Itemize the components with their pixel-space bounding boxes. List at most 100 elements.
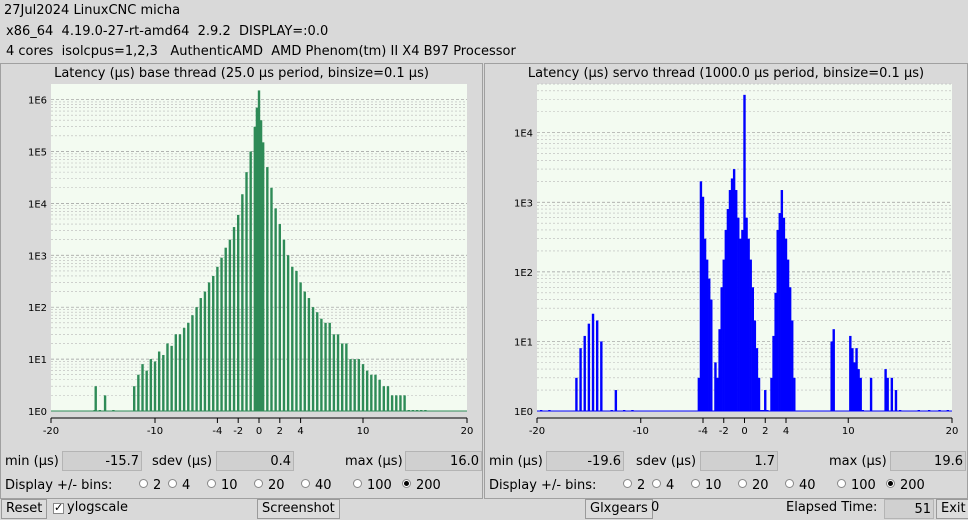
- servo-y-tick-label: 1E3: [514, 198, 533, 209]
- servo-sdev-value: 1.7: [700, 451, 778, 471]
- ylogscale-checkbox[interactable]: [53, 501, 64, 514]
- servo-x-tick-label: -20: [529, 426, 545, 437]
- base-x-tick-label: -10: [147, 426, 163, 437]
- base-histogram-bar: [365, 370, 369, 411]
- base-histogram-bar: [291, 266, 294, 411]
- servo-bins-radio-200[interactable]: [886, 479, 895, 488]
- servo-histogram-bar: [788, 287, 792, 411]
- servo-x-tick-label: 20: [946, 426, 959, 437]
- servo-histogram-bar: [741, 229, 744, 411]
- base-bins-radio-200[interactable]: [402, 479, 411, 488]
- base-histogram-bar: [162, 354, 165, 411]
- servo-histogram-bar: [755, 348, 759, 411]
- base-histogram-bar: [149, 359, 153, 411]
- servo-y-tick-label: 1E0: [514, 407, 533, 418]
- servo-histogram-bar: [890, 377, 894, 411]
- base-histogram-bar: [386, 386, 390, 411]
- base-histogram-bar: [336, 334, 340, 411]
- base-max-value: 16.0: [405, 451, 482, 471]
- servo-bins-radio-10[interactable]: [691, 479, 700, 488]
- base-x-tick-label: 0: [256, 426, 262, 437]
- base-histogram-bar: [199, 298, 202, 411]
- base-histogram-bar: [266, 167, 269, 411]
- base-histogram-bar: [232, 227, 236, 411]
- base-histogram-bar: [166, 343, 169, 411]
- servo-min-value: -19.6: [546, 451, 624, 471]
- base-histogram-bar: [259, 120, 263, 411]
- servo-histogram-bar: [859, 377, 862, 411]
- screenshot-button[interactable]: Screenshot: [257, 499, 340, 519]
- servo-histogram-bar: [716, 377, 719, 411]
- servo-bins-radio-100[interactable]: [837, 479, 846, 488]
- servo-histogram-bar: [735, 190, 738, 411]
- servo-thread-title: Latency (µs) servo thread (1000.0 µs per…: [527, 66, 925, 81]
- base-bins-radio-100[interactable]: [353, 479, 362, 488]
- servo-histogram-bar: [857, 369, 860, 411]
- servo-bins-option-label: 2: [637, 478, 646, 493]
- servo-bins-radio-40[interactable]: [785, 479, 794, 488]
- servo-bins-radio-2[interactable]: [623, 479, 632, 488]
- servo-x-tick-label: -4: [698, 426, 708, 437]
- servo-x-tick-label: 0: [741, 426, 747, 437]
- servo-histogram-bar: [869, 377, 873, 411]
- base-histogram-bar: [170, 345, 173, 411]
- kernel-info-line: x86_64 4.19.0-27-rt-amd64 2.9.2 DISPLAY=…: [6, 24, 329, 39]
- base-bins-radio-4[interactable]: [168, 479, 177, 488]
- base-y-tick-label: 1E2: [28, 303, 47, 314]
- base-histogram-bar: [141, 364, 144, 411]
- servo-histogram-bar: [728, 190, 732, 411]
- servo-histogram-bar: [786, 259, 790, 411]
- reset-button[interactable]: Reset: [1, 499, 48, 519]
- base-histogram-bar: [357, 359, 361, 411]
- servo-bins-radio-4[interactable]: [652, 479, 661, 488]
- servo-histogram-bar: [784, 238, 788, 411]
- base-histogram-bar: [332, 334, 336, 411]
- servo-histogram-bar: [782, 217, 786, 411]
- servo-histogram-bar: [575, 377, 578, 411]
- servo-histogram-bar: [853, 362, 856, 411]
- base-bins-radio-2[interactable]: [139, 479, 148, 488]
- base-histogram-bar: [253, 126, 257, 411]
- base-histogram-bar: [216, 266, 219, 411]
- servo-histogram-bar: [710, 299, 713, 411]
- exit-button[interactable]: Exit: [936, 499, 968, 519]
- base-x-tick-label: -2: [233, 426, 243, 437]
- servo-histogram-bar: [745, 217, 748, 411]
- base-histogram-bar: [374, 374, 377, 411]
- elapsed-time-label: Elapsed Time:: [786, 500, 878, 515]
- servo-histogram-bar: [778, 213, 781, 411]
- base-bins-option-label: 200: [416, 478, 441, 493]
- servo-histogram-bar: [587, 323, 591, 411]
- base-histogram-bar: [178, 334, 182, 411]
- base-y-tick-label: 1E3: [28, 251, 47, 262]
- servo-thread-pane: Latency (µs) servo thread (1000.0 µs per…: [484, 63, 968, 499]
- servo-histogram-bar: [697, 377, 701, 411]
- base-histogram-bar: [228, 239, 232, 411]
- ylogscale-label: ylogscale: [67, 500, 129, 515]
- base-histogram-bar: [303, 291, 306, 411]
- base-histogram-bar: [395, 395, 398, 411]
- base-sdev-label: sdev (µs): [152, 454, 213, 469]
- base-histogram-bar: [320, 318, 323, 411]
- glxgears-button[interactable]: Glxgears: [585, 499, 653, 519]
- base-histogram-bar: [133, 386, 136, 411]
- base-bins-option-label: 40: [315, 478, 332, 493]
- base-bins-radio-10[interactable]: [207, 479, 216, 488]
- servo-histogram-bar: [830, 341, 833, 411]
- base-histogram-bar: [282, 239, 286, 411]
- servo-histogram-bar: [701, 196, 705, 411]
- servo-histogram-bar: [600, 341, 603, 411]
- servo-bins-radio-20[interactable]: [738, 479, 747, 488]
- servo-bins-option-label: 200: [900, 478, 925, 493]
- base-histogram-bar: [94, 386, 97, 411]
- base-bins-option-label: 10: [221, 478, 238, 493]
- base-histogram-bar: [157, 351, 161, 411]
- base-histogram-bar: [382, 386, 385, 411]
- base-histogram-bar: [361, 364, 365, 411]
- base-histogram-bar: [207, 282, 211, 411]
- servo-histogram-bar: [730, 178, 734, 411]
- base-bins-option-label: 4: [182, 478, 191, 493]
- base-bins-radio-20[interactable]: [254, 479, 263, 488]
- base-max-label: max (µs): [345, 454, 403, 469]
- base-bins-radio-40[interactable]: [301, 479, 310, 488]
